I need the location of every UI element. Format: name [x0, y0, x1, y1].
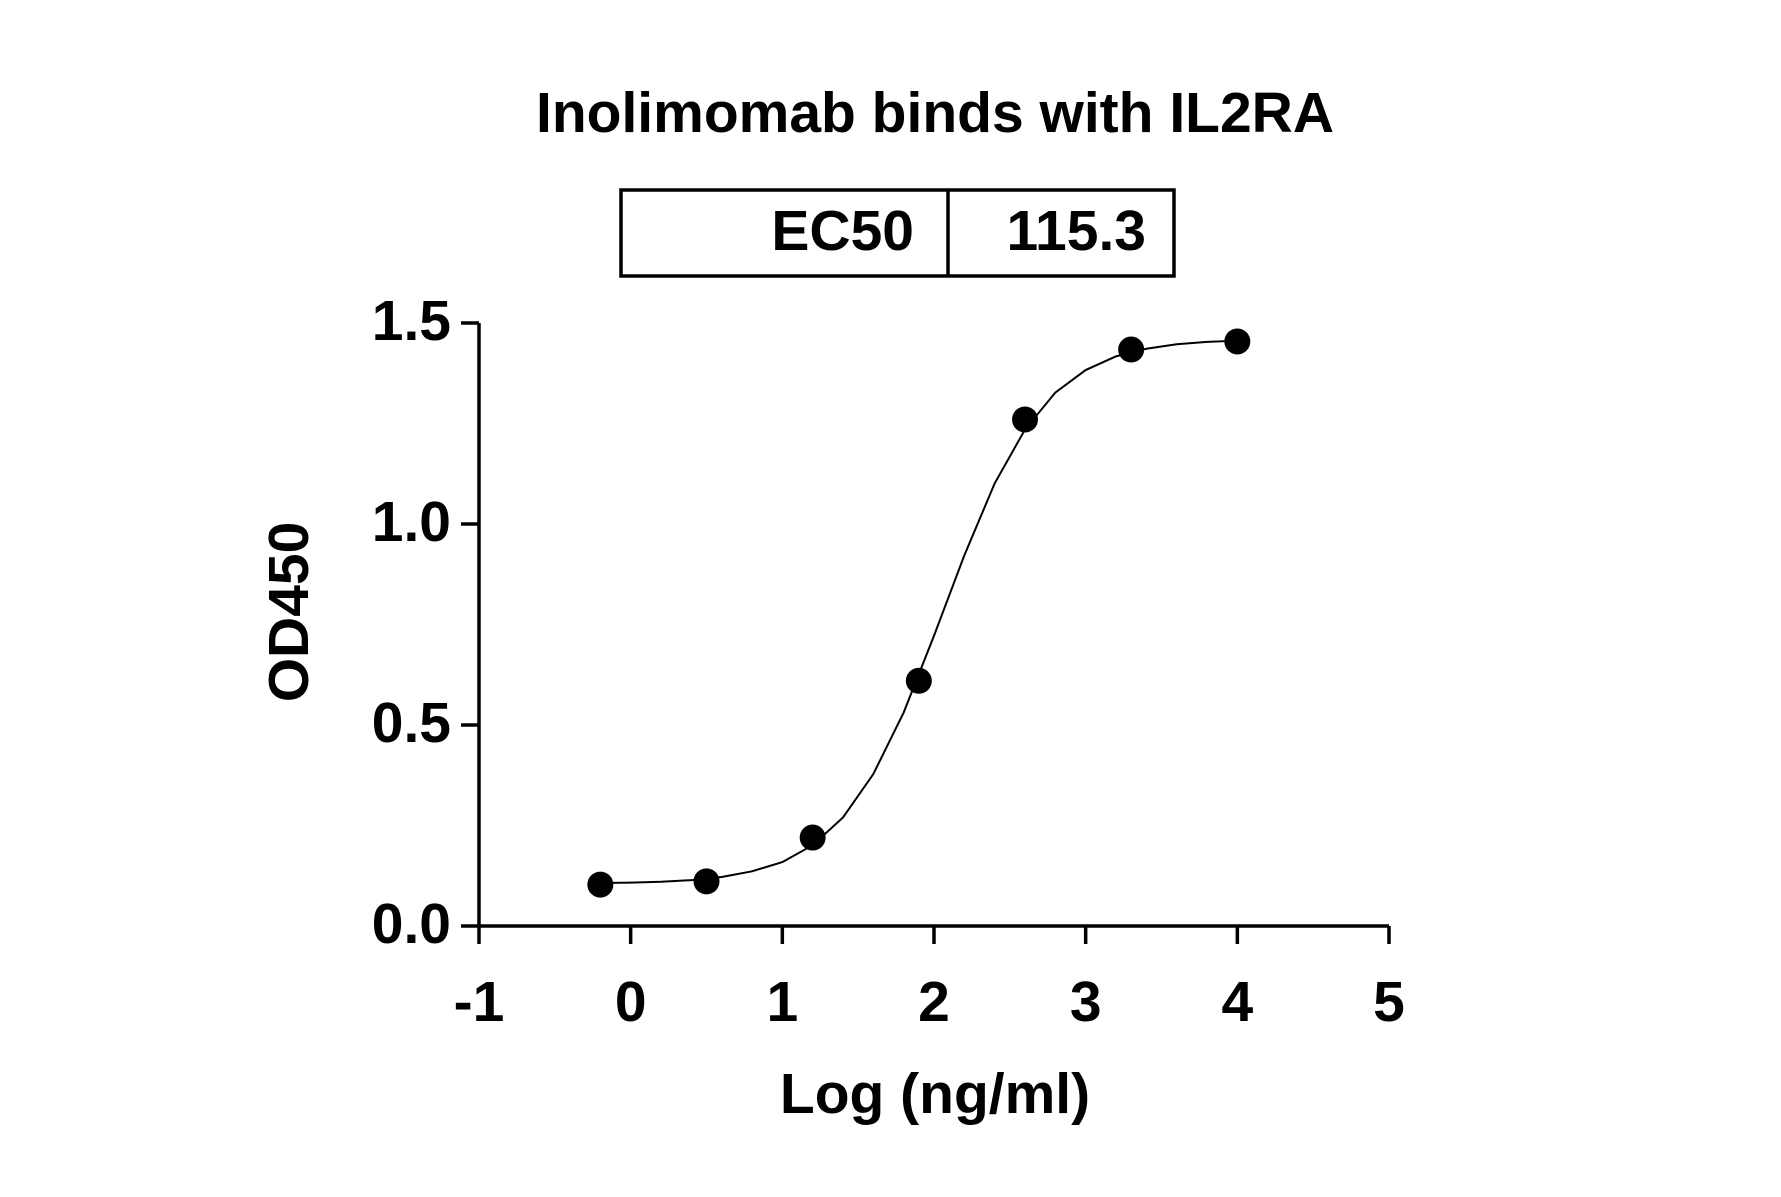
- y-tick-label: 1.0: [372, 490, 451, 554]
- y-tick-label: 1.5: [372, 289, 451, 353]
- data-point: [1224, 328, 1251, 355]
- ec50-value: 115.3: [1007, 199, 1147, 263]
- data-point: [1118, 336, 1145, 363]
- ec50-label: EC50: [771, 199, 914, 263]
- data-point: [1012, 406, 1038, 433]
- x-tick-label: 1: [766, 970, 798, 1034]
- ec50-box: [619, 188, 1176, 278]
- data-point: [799, 824, 826, 851]
- y-axis-label: OD450: [257, 522, 321, 703]
- x-tick-label: 3: [1070, 970, 1102, 1034]
- data-point: [693, 868, 720, 895]
- x-tick-label: -1: [454, 970, 505, 1034]
- chart-title: Inolimomab binds with IL2RA: [536, 81, 1334, 145]
- y-tick-label: 0.0: [372, 892, 451, 956]
- x-tick-label: 4: [1221, 970, 1253, 1034]
- x-tick-label: 2: [918, 970, 950, 1034]
- x-tick-label: 0: [615, 970, 647, 1034]
- y-tick-label: 0.5: [372, 691, 451, 755]
- data-point: [905, 667, 932, 694]
- x-axis-label: Log (ng/ml): [780, 1062, 1090, 1126]
- data-point: [587, 871, 614, 898]
- x-tick-label: 5: [1373, 970, 1405, 1034]
- fit-curve: [600, 339, 1238, 884]
